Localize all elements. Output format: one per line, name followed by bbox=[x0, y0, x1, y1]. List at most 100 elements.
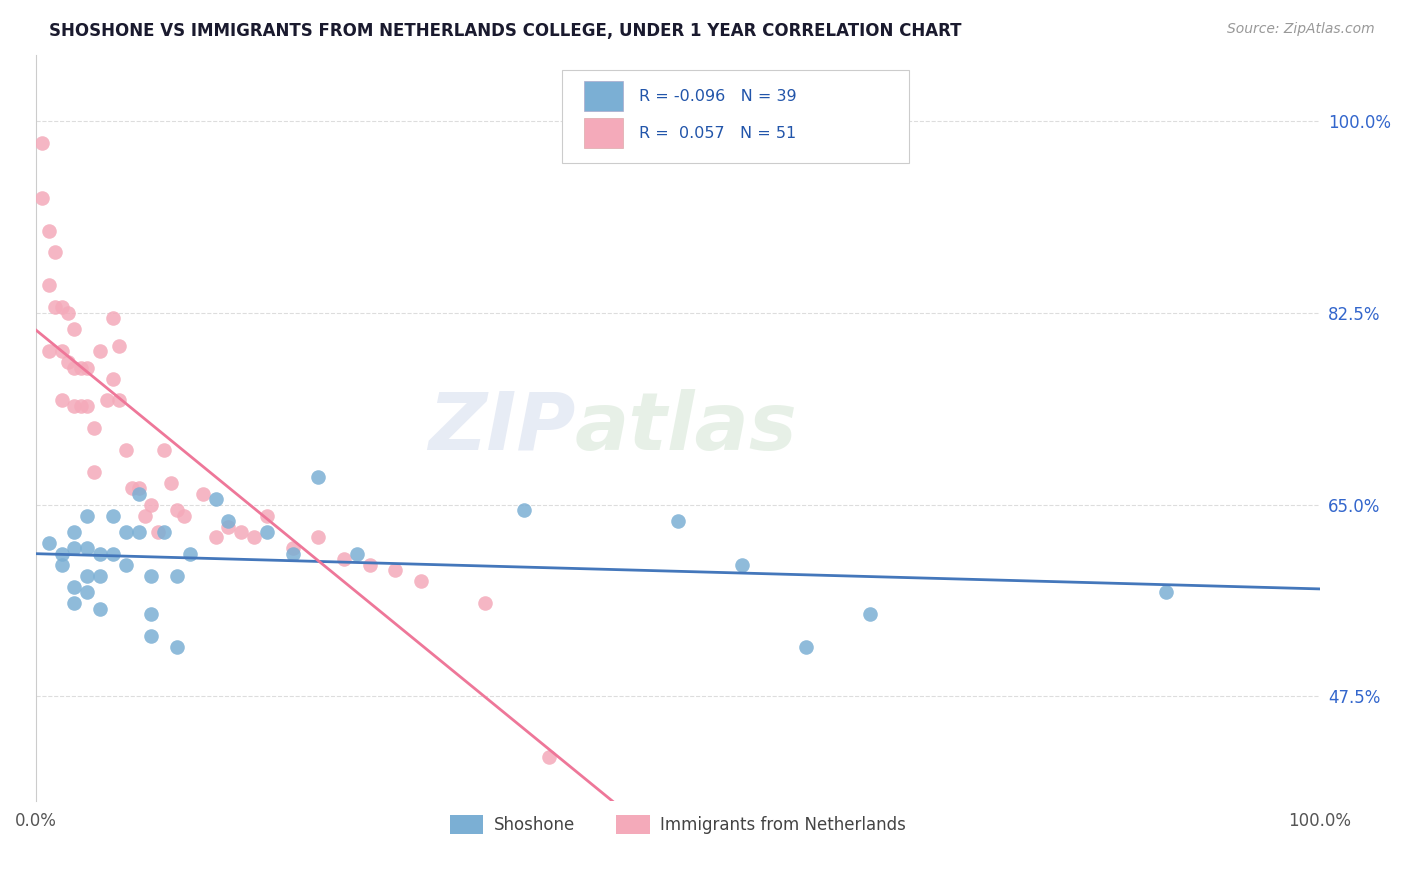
Point bbox=[794, 640, 817, 654]
Point bbox=[538, 749, 561, 764]
Point bbox=[256, 524, 278, 539]
Point bbox=[153, 524, 176, 539]
Point bbox=[83, 421, 105, 435]
Point bbox=[134, 508, 156, 523]
Point bbox=[179, 547, 201, 561]
Point bbox=[128, 524, 150, 539]
Point bbox=[218, 514, 240, 528]
Point bbox=[409, 574, 432, 589]
Point bbox=[359, 558, 381, 572]
Point bbox=[89, 601, 111, 615]
Point bbox=[63, 596, 86, 610]
Point bbox=[51, 547, 73, 561]
Point bbox=[166, 503, 188, 517]
Point bbox=[218, 519, 240, 533]
Point bbox=[346, 547, 368, 561]
Point bbox=[76, 585, 98, 599]
Point bbox=[63, 541, 86, 556]
Point bbox=[114, 558, 136, 572]
Point bbox=[51, 558, 73, 572]
Point bbox=[31, 191, 53, 205]
Point bbox=[51, 300, 73, 314]
Point bbox=[89, 344, 111, 359]
Point bbox=[70, 360, 93, 375]
Text: R =  0.057   N = 51: R = 0.057 N = 51 bbox=[640, 126, 797, 141]
Point bbox=[63, 524, 86, 539]
Point bbox=[281, 541, 304, 556]
Point bbox=[101, 508, 124, 523]
FancyBboxPatch shape bbox=[562, 70, 908, 163]
Point bbox=[76, 569, 98, 583]
FancyBboxPatch shape bbox=[583, 119, 623, 148]
Point bbox=[56, 355, 79, 369]
Text: R = -0.096   N = 39: R = -0.096 N = 39 bbox=[640, 88, 797, 103]
Point bbox=[108, 338, 131, 352]
Point bbox=[114, 524, 136, 539]
Point bbox=[76, 508, 98, 523]
Point bbox=[63, 580, 86, 594]
Point bbox=[153, 442, 176, 457]
Point bbox=[38, 536, 60, 550]
Point bbox=[141, 569, 163, 583]
Point bbox=[231, 524, 253, 539]
Point bbox=[38, 344, 60, 359]
Point bbox=[859, 607, 882, 622]
Point bbox=[307, 470, 329, 484]
Point bbox=[101, 311, 124, 326]
Point bbox=[166, 640, 188, 654]
Point bbox=[63, 360, 86, 375]
Text: Source: ZipAtlas.com: Source: ZipAtlas.com bbox=[1227, 22, 1375, 37]
Point bbox=[56, 306, 79, 320]
Point bbox=[128, 486, 150, 500]
Point bbox=[333, 552, 356, 566]
Point bbox=[1154, 585, 1177, 599]
Point bbox=[256, 508, 278, 523]
Point bbox=[89, 569, 111, 583]
Legend: Shoshone, Immigrants from Netherlands: Shoshone, Immigrants from Netherlands bbox=[443, 808, 912, 840]
Point bbox=[191, 486, 214, 500]
Point bbox=[31, 136, 53, 150]
Point bbox=[114, 442, 136, 457]
Point bbox=[121, 481, 143, 495]
Point bbox=[44, 245, 66, 260]
Point bbox=[159, 475, 181, 490]
Point bbox=[44, 300, 66, 314]
Point bbox=[204, 531, 226, 545]
Point bbox=[513, 503, 536, 517]
Point bbox=[666, 514, 689, 528]
Point bbox=[384, 563, 406, 577]
Point bbox=[141, 498, 163, 512]
Point bbox=[108, 393, 131, 408]
Point bbox=[101, 371, 124, 385]
Point bbox=[51, 393, 73, 408]
Point bbox=[146, 524, 169, 539]
Point bbox=[51, 344, 73, 359]
Point bbox=[281, 547, 304, 561]
Point bbox=[307, 531, 329, 545]
Point bbox=[96, 393, 118, 408]
Point bbox=[63, 322, 86, 336]
Point bbox=[76, 360, 98, 375]
Point bbox=[141, 629, 163, 643]
Point bbox=[474, 596, 496, 610]
Point bbox=[731, 558, 754, 572]
Point bbox=[38, 223, 60, 237]
Text: SHOSHONE VS IMMIGRANTS FROM NETHERLANDS COLLEGE, UNDER 1 YEAR CORRELATION CHART: SHOSHONE VS IMMIGRANTS FROM NETHERLANDS … bbox=[49, 22, 962, 40]
Point bbox=[101, 547, 124, 561]
Point bbox=[70, 399, 93, 413]
Text: atlas: atlas bbox=[575, 389, 797, 467]
Point bbox=[128, 481, 150, 495]
Point bbox=[173, 508, 195, 523]
FancyBboxPatch shape bbox=[583, 81, 623, 111]
Text: ZIP: ZIP bbox=[427, 389, 575, 467]
Point bbox=[243, 531, 266, 545]
Point bbox=[76, 541, 98, 556]
Point bbox=[166, 569, 188, 583]
Point bbox=[38, 278, 60, 293]
Point bbox=[83, 465, 105, 479]
Point bbox=[141, 607, 163, 622]
Point bbox=[89, 547, 111, 561]
Point bbox=[204, 492, 226, 507]
Point bbox=[76, 399, 98, 413]
Point bbox=[63, 399, 86, 413]
